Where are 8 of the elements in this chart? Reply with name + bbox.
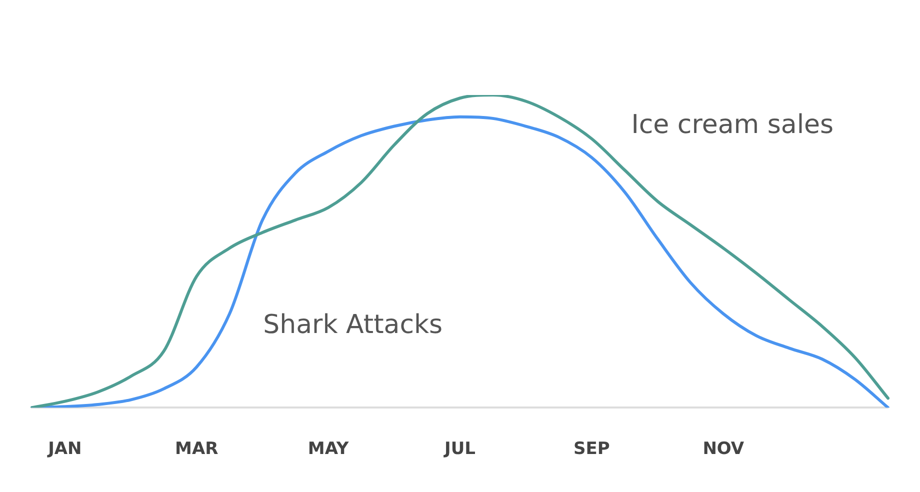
- series-label: Ice cream sales: [631, 110, 834, 140]
- x-tick-label: SEP: [574, 439, 610, 460]
- x-tick-label: JAN: [47, 439, 82, 460]
- x-tick-label: MAR: [175, 439, 218, 460]
- x-tick-label: NOV: [702, 439, 745, 460]
- x-tick-label: JUL: [444, 439, 476, 460]
- series-label: Shark Attacks: [263, 310, 443, 340]
- x-tick-label: MAY: [308, 439, 350, 460]
